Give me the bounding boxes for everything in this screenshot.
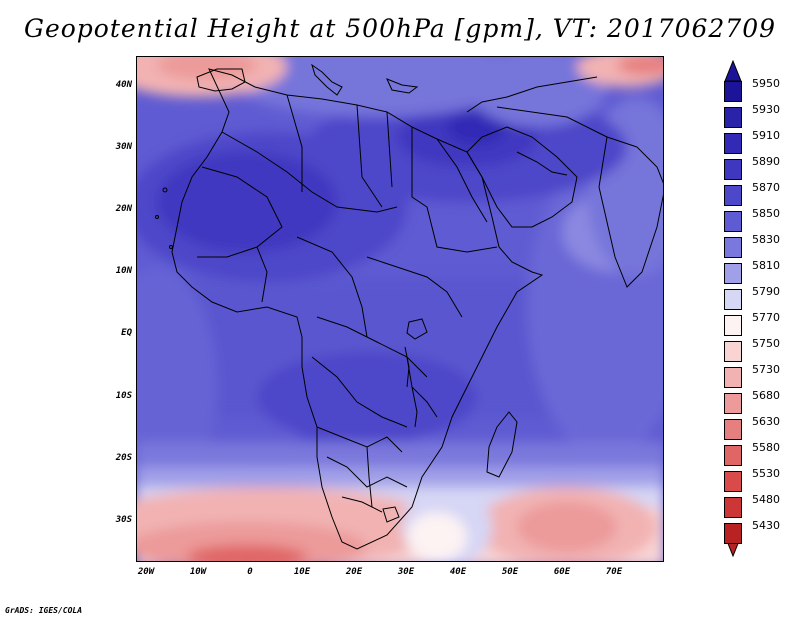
lon-label-0: 0 [247, 567, 253, 577]
colorbar-label: 5950 [752, 77, 780, 90]
lon-label-70e: 70E [605, 567, 623, 577]
colorbar-label: 5680 [752, 389, 780, 402]
colorbar-swatch [724, 211, 742, 232]
lat-label-eq: EQ [121, 328, 132, 338]
colorbar-swatch [724, 237, 742, 258]
colorbar-swatch [724, 497, 742, 518]
lat-label-10n: 10N [115, 266, 132, 276]
colorbar-swatch [724, 185, 742, 206]
colorbar-swatch [724, 315, 742, 336]
lon-label-50e: 50E [501, 567, 519, 577]
colorbar-swatch [724, 341, 742, 362]
lat-label-30n: 30N [115, 142, 132, 152]
colorbar-swatch [724, 367, 742, 388]
colorbar-label: 5830 [752, 233, 780, 246]
lat-label-40n: 40N [115, 80, 132, 90]
map-panel [136, 56, 664, 562]
map-title: Geopotential Height at 500hPa [gpm], VT:… [23, 14, 777, 43]
colorbar-swatch [724, 445, 742, 466]
colorbar-swatch [724, 393, 742, 414]
colorbar-swatch [724, 523, 742, 544]
colorbar-swatch [724, 107, 742, 128]
lat-label-20n: 20N [115, 204, 132, 214]
lon-label-30e: 30E [397, 567, 415, 577]
lon-label-40e: 40E [449, 567, 467, 577]
lon-label-10w: 10W [189, 567, 207, 577]
colorbar-label: 5530 [752, 467, 780, 480]
colorbar-swatch [724, 81, 742, 102]
lon-label-10e: 10E [293, 567, 311, 577]
colorbar-top-arrow-shape [724, 60, 742, 82]
colorbar-label: 5850 [752, 207, 780, 220]
coastlines [155, 63, 663, 550]
colorbar-swatch [724, 133, 742, 154]
colorbar-label: 5480 [752, 493, 780, 506]
geopotential-field [137, 57, 663, 561]
colorbar-swatch [724, 419, 742, 440]
lon-label-20w: 20W [137, 567, 155, 577]
colorbar-label: 5790 [752, 285, 780, 298]
colorbar-label: 5430 [752, 519, 780, 532]
grads-credit: GrADS: IGES/COLA [5, 606, 83, 615]
lon-label-20e: 20E [345, 567, 363, 577]
lat-label-30s: 30S [115, 515, 132, 525]
lat-label-10s: 10S [115, 391, 132, 401]
colorbar-swatch [724, 263, 742, 284]
colorbar-label: 5910 [752, 129, 780, 142]
colorbar-label: 5630 [752, 415, 780, 428]
colorbar-label: 5890 [752, 155, 780, 168]
colorbar-swatch [724, 289, 742, 310]
colorbar-swatch [724, 159, 742, 180]
colorbar-label: 5930 [752, 103, 780, 116]
colorbar-label: 5750 [752, 337, 780, 350]
colorbar-label: 5580 [752, 441, 780, 454]
colorbar-top-arrow [724, 60, 742, 82]
colorbar-label: 5870 [752, 181, 780, 194]
colorbar-label: 5770 [752, 311, 780, 324]
colorbar-label: 5730 [752, 363, 780, 376]
lat-label-20s: 20S [115, 453, 132, 463]
colorbar-label: 5810 [752, 259, 780, 272]
lon-label-60e: 60E [553, 567, 571, 577]
colorbar-swatch [724, 471, 742, 492]
